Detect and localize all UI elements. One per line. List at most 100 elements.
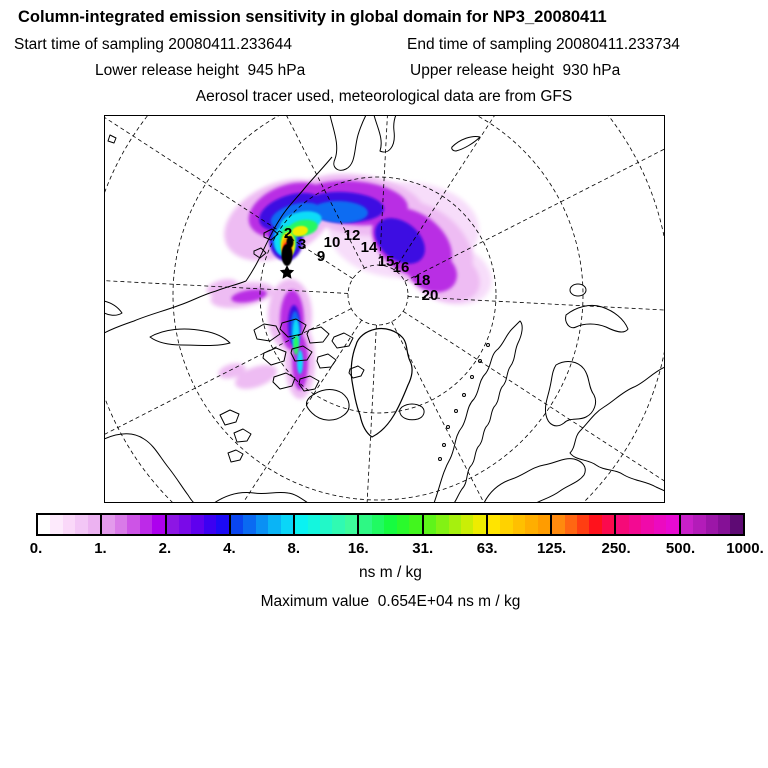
island-baffin — [305, 389, 350, 421]
colorbar-segment — [423, 515, 488, 534]
map-frame — [104, 115, 665, 503]
islet-norway — [438, 457, 442, 461]
colorbar-cell — [693, 515, 706, 534]
plume-contour-blob — [293, 335, 299, 355]
trajectory-day-label: 3 — [298, 236, 306, 253]
colorbar-cell — [166, 515, 179, 534]
coast-canada — [104, 433, 195, 503]
plume-contour-blob — [235, 364, 277, 390]
colorbar-tick-label: 63. — [476, 540, 498, 557]
island-sz2 — [253, 247, 267, 259]
release-marker — [279, 265, 295, 279]
colorbar-segment — [552, 515, 617, 534]
colorbar-unit-label: ns m / kg — [359, 564, 422, 581]
island-sw1 — [219, 409, 240, 426]
colorbar-cell — [423, 515, 437, 534]
coast-siberia-west — [104, 280, 247, 334]
plume-contour-blob — [231, 289, 267, 303]
coastlines — [104, 115, 665, 503]
trajectory-day-label: 14 — [361, 239, 378, 256]
colorbar-cell — [653, 515, 667, 534]
colorbar-cell — [705, 515, 719, 534]
colorbar-tick-label: 125. — [537, 540, 567, 557]
maximum-value-label: Maximum value 0.654E+04 ns m / kg — [260, 593, 521, 610]
plume-contour-blob — [375, 218, 425, 264]
colorbar-cell — [255, 515, 269, 534]
islet-norway — [486, 343, 490, 347]
colorbar-cell — [332, 515, 345, 534]
colorbar-cell — [38, 515, 51, 534]
island-sz1 — [263, 228, 279, 241]
colorbar-cell — [666, 515, 679, 534]
arch-island — [272, 372, 296, 390]
coast-novaya-zemlya — [565, 304, 629, 333]
colorbar-cell — [295, 515, 308, 534]
colorbar-cell — [552, 515, 565, 534]
colorbar — [36, 513, 745, 536]
colorbar-tick-label: 8. — [287, 540, 301, 557]
islet-norway — [478, 359, 482, 363]
colorbar-cell — [50, 515, 63, 534]
longitude-meridian — [104, 308, 352, 436]
islet-norway — [442, 443, 446, 447]
island-sw2 — [233, 428, 252, 443]
colorbar-segment — [487, 515, 553, 534]
colorbar-tick-label: 2. — [158, 540, 172, 557]
trajectory-day-label: 16 — [393, 259, 410, 276]
latitude-circle — [347, 264, 409, 326]
colorbar-tick-label: 0. — [29, 540, 43, 557]
colorbar-segment — [102, 515, 167, 534]
coast-kola — [545, 361, 597, 427]
arch-island — [348, 365, 365, 379]
colorbar-cell — [114, 515, 128, 534]
colorbar-cell — [448, 515, 461, 534]
island-sw3 — [227, 449, 244, 463]
colorbar-tick-label: 4. — [223, 540, 236, 557]
island-top — [451, 136, 481, 152]
colorbar-cell — [525, 515, 538, 534]
colorbar-tick-label: 1. — [94, 540, 107, 557]
trajectory-day-label: 2 — [284, 225, 292, 242]
colorbar-cell — [268, 515, 281, 534]
colorbar-cell — [641, 515, 654, 534]
colorbar-cell — [384, 515, 397, 534]
plume-contour-blob — [218, 363, 246, 379]
arch-island — [279, 318, 307, 338]
coast-labrador — [213, 491, 309, 503]
colorbar-cell — [359, 515, 372, 534]
arch-island — [290, 345, 313, 362]
colorbar-segment — [680, 515, 743, 534]
arch-island — [316, 353, 337, 369]
colorbar-segment — [166, 515, 231, 534]
colorbar-cell — [344, 515, 358, 534]
colorbar-tick-label: 16. — [347, 540, 369, 557]
colorbar-cell — [730, 515, 743, 534]
plume-contour-blob — [292, 225, 308, 237]
colorbar-cell — [216, 515, 229, 534]
colorbar-cell — [628, 515, 642, 534]
coast-russia — [569, 366, 665, 492]
colorbar-cell — [139, 515, 153, 534]
colorbar-cell — [152, 515, 165, 534]
tracer-info-label: Aerosol tracer used, meteorological data… — [195, 88, 573, 105]
coast-greenland — [350, 327, 413, 438]
colorbar-cell — [460, 515, 474, 534]
islet-norway — [454, 409, 458, 413]
colorbar-cell — [537, 515, 551, 534]
colorbar-tick-label: 1000. — [726, 540, 764, 557]
emission-plume — [206, 173, 492, 399]
colorbar-cell — [307, 515, 320, 534]
upper-release-label: Upper release height 930 hPa — [410, 62, 621, 79]
colorbar-cell — [500, 515, 513, 534]
plume-contour-blob — [297, 350, 303, 374]
coast-baltic — [483, 458, 586, 503]
coast-siberia — [329, 115, 367, 171]
colorbar-segment — [616, 515, 681, 534]
colorbar-cell — [102, 515, 115, 534]
plume-level-max-core — [281, 236, 294, 266]
colorbar-segment — [230, 515, 296, 534]
colorbar-cell — [473, 515, 486, 534]
